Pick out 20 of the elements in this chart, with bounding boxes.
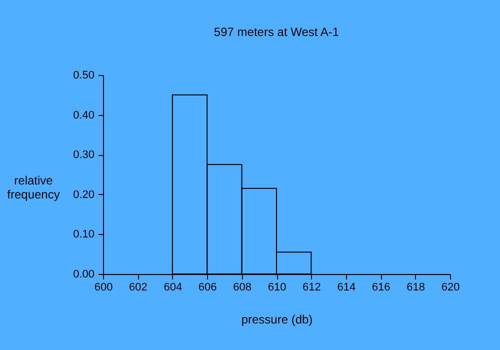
x-tick-label: 602 [129,282,148,294]
x-tick-label: 606 [198,282,217,294]
y-tick-label: 0.00 [73,268,94,280]
y-tick-label: 0.40 [73,109,94,122]
x-tick-label: 604 [164,282,182,294]
x-tick-label: 608 [233,282,252,294]
y-tick-label: 0.50 [73,70,94,82]
x-tick-label: 600 [94,282,113,294]
x-tick-label: 616 [372,282,390,294]
x-axis-title: pressure (db) [241,312,313,326]
x-tick-label: 614 [337,282,356,294]
chart-title: 597 meters at West A-1 [214,25,340,39]
y-tick-label: 0.30 [73,149,94,162]
y-axis-title: relative frequency [7,174,60,202]
x-tick-label: 618 [406,282,425,294]
y-tick-label: 0.20 [73,188,94,201]
x-tick-label: 612 [302,282,321,294]
x-tick-label: 620 [441,282,460,294]
y-tick-label: 0.10 [73,228,94,241]
x-tick-label: 610 [268,282,286,294]
